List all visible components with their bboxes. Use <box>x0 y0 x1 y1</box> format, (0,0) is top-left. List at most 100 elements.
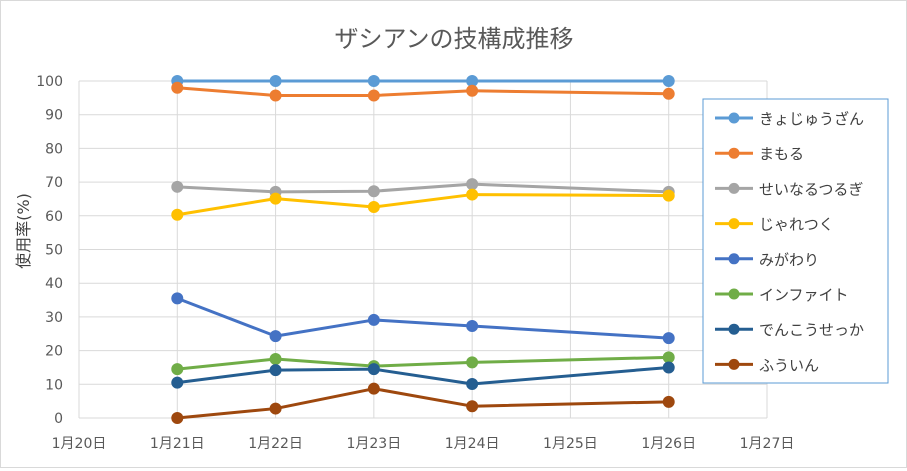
data-point <box>466 84 479 97</box>
series-line <box>177 182 669 194</box>
legend-marker <box>728 147 740 159</box>
legend-marker <box>728 182 740 194</box>
data-point <box>662 361 675 374</box>
legend-item: インファイト <box>715 286 849 304</box>
legend-label: でんこうせっか <box>759 321 864 339</box>
legend-label: せいなるつるぎ <box>759 180 863 198</box>
legend-label: じゃれつく <box>759 216 834 234</box>
data-point <box>662 189 675 202</box>
legend-label: きょじゅうざん <box>759 110 864 128</box>
series-line <box>176 296 669 340</box>
series-6 <box>171 351 675 376</box>
x-tick-label: 1月27日 <box>740 436 795 452</box>
legend-label: インファイト <box>759 286 849 304</box>
legend-label: みがわり <box>759 251 819 269</box>
legend-label: まもる <box>759 145 804 163</box>
data-point <box>466 356 479 369</box>
data-point <box>367 89 380 102</box>
series-line <box>177 355 669 371</box>
series-8 <box>171 382 675 424</box>
legend-item: せいなるつるぎ <box>715 180 863 198</box>
data-point <box>171 208 184 221</box>
data-point <box>171 412 184 424</box>
series-2 <box>171 81 675 102</box>
legend-item: でんこうせっか <box>715 321 864 339</box>
x-tick-label: 1月26日 <box>641 436 696 452</box>
legend-item: ふういん <box>715 356 819 374</box>
data-point <box>269 402 282 415</box>
y-tick-label: 100 <box>36 74 63 90</box>
data-point <box>171 292 184 305</box>
y-tick-label: 50 <box>45 243 63 259</box>
data-point <box>269 364 282 377</box>
y-tick-label: 90 <box>45 108 63 124</box>
y-tick-label: 60 <box>45 209 63 225</box>
data-point <box>662 351 675 364</box>
data-point <box>466 400 479 413</box>
data-point <box>269 89 282 102</box>
x-tick-label: 1月24日 <box>445 436 500 452</box>
x-tick-label: 1月21日 <box>150 436 205 452</box>
data-point <box>466 188 479 201</box>
legend-marker <box>728 218 740 230</box>
legend-item: まもる <box>715 145 804 163</box>
data-point <box>662 75 675 87</box>
data-point <box>662 87 675 100</box>
x-tick-label: 1月25日 <box>543 436 598 452</box>
y-axis-label: 使用率(%) <box>14 193 33 269</box>
legend-marker <box>728 323 740 335</box>
legend: きょじゅうざんまもるせいなるつるぎじゃれつくみがわりインファイトでんこうせっかふ… <box>702 98 889 384</box>
y-tick-label: 80 <box>45 141 63 157</box>
data-point <box>367 313 380 326</box>
legend-marker <box>728 358 740 370</box>
data-point <box>662 395 675 408</box>
data-point <box>171 376 184 389</box>
data-point <box>367 75 380 87</box>
series-5 <box>171 292 675 345</box>
chart-title: ザシアンの技構成推移 <box>334 25 573 53</box>
legend-item: じゃれつく <box>715 216 834 234</box>
series-1 <box>171 75 675 87</box>
y-tick-label: 40 <box>45 276 63 292</box>
data-point <box>367 382 380 395</box>
data-point <box>367 201 380 214</box>
legend-label: ふういん <box>759 356 819 374</box>
legend-marker <box>728 112 740 124</box>
series-7 <box>171 361 675 390</box>
data-point <box>269 330 282 343</box>
legend-item: きょじゅうざん <box>715 110 864 128</box>
data-point <box>269 75 282 87</box>
series-line <box>177 365 669 386</box>
legend-box <box>702 98 889 384</box>
x-tick-label: 1月22日 <box>248 436 303 452</box>
legend-item: みがわり <box>715 251 819 269</box>
data-point <box>171 81 184 94</box>
series-line <box>177 86 669 97</box>
data-point <box>466 319 479 332</box>
y-tick-label: 70 <box>45 175 63 191</box>
series-line <box>177 387 669 420</box>
series-lines <box>171 75 675 424</box>
x-tick-label: 1月20日 <box>52 436 107 452</box>
legend-marker <box>728 288 740 300</box>
data-point <box>662 332 675 345</box>
y-tick-label: 0 <box>54 411 63 427</box>
series-line <box>177 193 669 217</box>
data-point <box>171 363 184 376</box>
data-point <box>466 377 479 390</box>
data-point <box>466 178 479 191</box>
series-4 <box>171 188 675 221</box>
y-tick-label: 30 <box>45 310 63 326</box>
legend-marker <box>728 253 740 265</box>
data-point <box>367 363 380 376</box>
data-point <box>367 185 380 198</box>
data-point <box>171 180 184 193</box>
data-point <box>269 353 282 366</box>
x-tick-label: 1月23日 <box>346 436 401 452</box>
data-point <box>269 192 282 205</box>
y-tick-label: 20 <box>45 344 63 360</box>
y-tick-label: 10 <box>45 377 63 393</box>
axes: 0 10 20 30 40 50 60 70 80 90 100 1月20日 1月21日 1月22日 1月2… <box>36 74 794 452</box>
